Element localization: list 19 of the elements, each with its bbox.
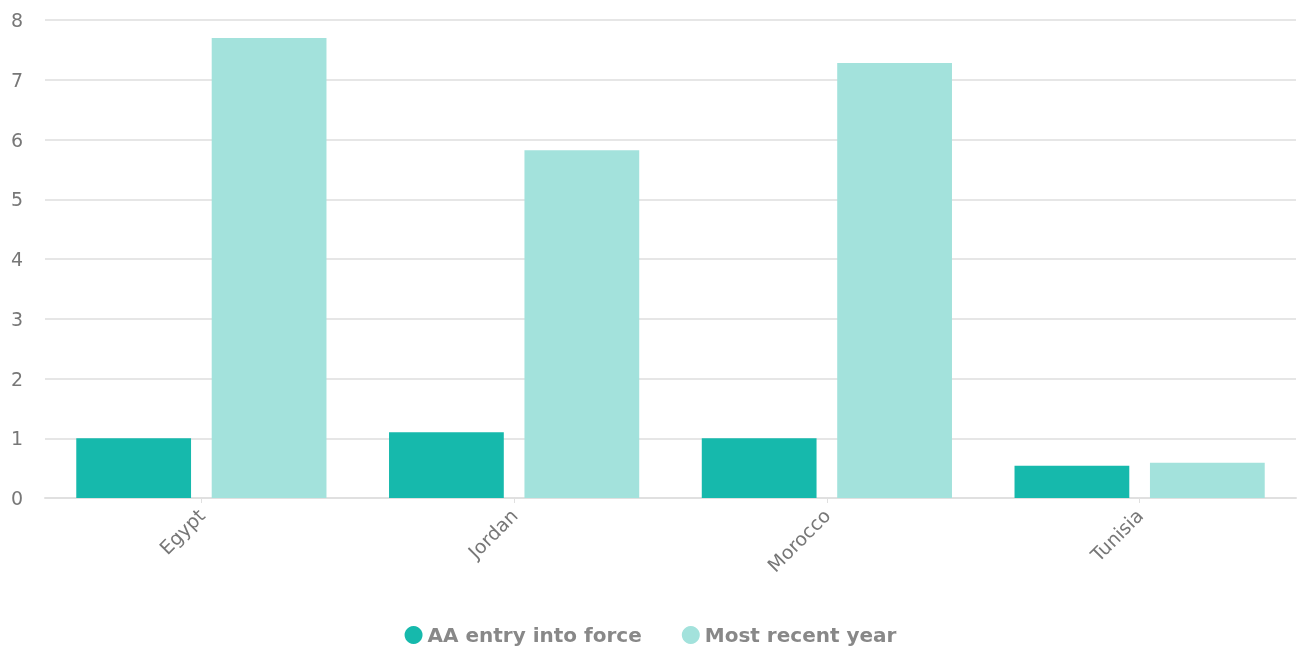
bar bbox=[76, 438, 192, 498]
y-tick-label: 3 bbox=[10, 307, 23, 330]
y-tick-label: 7 bbox=[10, 68, 23, 91]
y-tick-label: 0 bbox=[10, 487, 23, 509]
bar bbox=[389, 432, 504, 498]
bar bbox=[1014, 465, 1130, 498]
legend-label: AA entry into force bbox=[427, 623, 642, 647]
y-tick-label: 8 bbox=[10, 9, 23, 31]
y-tick-label: 2 bbox=[10, 367, 23, 390]
bar bbox=[211, 37, 327, 498]
y-tick-label: 6 bbox=[10, 128, 23, 151]
y-tick-label: 1 bbox=[10, 427, 23, 450]
y-tick-label: 5 bbox=[10, 188, 23, 211]
bar bbox=[524, 150, 640, 498]
bar bbox=[837, 63, 952, 498]
bar bbox=[701, 438, 817, 498]
y-tick-label: 4 bbox=[10, 248, 23, 270]
legend-label: Most recent year bbox=[704, 623, 897, 647]
bar bbox=[1149, 462, 1265, 498]
